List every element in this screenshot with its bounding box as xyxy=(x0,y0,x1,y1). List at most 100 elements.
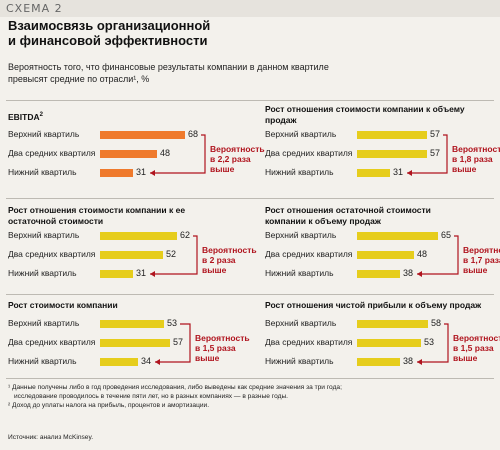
ratio-note-line: выше xyxy=(202,265,227,275)
ratio-connector xyxy=(150,134,206,176)
ratio-note-line: в 2 раза xyxy=(202,255,236,265)
bar xyxy=(357,169,390,177)
ratio-note-line: Вероятность xyxy=(210,144,265,154)
row-label: Два средних квартиля xyxy=(265,249,353,259)
ratio-note-line: в 1,8 раза xyxy=(452,154,493,164)
divider-bottom xyxy=(6,378,494,379)
divider-mid-1 xyxy=(6,198,494,199)
panel-title: Рост стоимости компании xyxy=(8,300,118,310)
row-label: Нижний квартиль xyxy=(8,356,77,366)
bar xyxy=(357,320,428,328)
bar xyxy=(357,150,427,158)
connector-line xyxy=(407,134,448,174)
panel-title: Рост отношения чистой прибыли к объему п… xyxy=(265,300,482,310)
bar-value-label: 53 xyxy=(167,318,178,328)
footnote-1: ¹ Данные получены либо в год проведения … xyxy=(8,384,342,391)
connector-line xyxy=(417,235,459,275)
bar xyxy=(100,169,133,177)
row-label: Два средних квартиля xyxy=(265,148,353,158)
ratio-note-line: Вероятность xyxy=(463,245,500,255)
row-label: Два средних квартиля xyxy=(265,337,353,347)
bar-value-label: 58 xyxy=(431,318,442,328)
ratio-note-line: в 1,5 раза xyxy=(453,343,494,353)
bar-value-label: 68 xyxy=(188,129,199,139)
bar xyxy=(100,131,185,139)
footnote-2: ² Доход до уплаты налога на прибыль, про… xyxy=(8,402,210,409)
bar-value-label: 65 xyxy=(441,230,452,240)
bar xyxy=(100,270,133,278)
row-label: Верхний квартиль xyxy=(8,129,80,139)
ratio-note-line: в 2,2 раза xyxy=(210,154,251,164)
bar xyxy=(357,270,400,278)
panel-title: EBITDA2 xyxy=(8,111,43,122)
ratio-note-line: в 1,7 раза xyxy=(463,255,500,265)
bar xyxy=(100,150,157,158)
row-label: Верхний квартиль xyxy=(265,318,337,328)
ratio-note-line: выше xyxy=(452,164,477,174)
panel-ebitda: EBITDA2 Верхний квартиль 68 Два средних кв… xyxy=(8,110,265,190)
panel-title: Рост отношения остаточной стоимости комп… xyxy=(265,205,431,226)
bar-value-label: 57 xyxy=(173,337,184,347)
row-label: Нижний квартиль xyxy=(8,268,77,278)
row-label: Верхний квартиль xyxy=(265,230,337,240)
footnote-1-cont: исследование проводилось в течение пяти … xyxy=(14,393,289,400)
bar-value-label: 57 xyxy=(430,148,441,158)
connector-line xyxy=(150,235,198,275)
ratio-note-line: в 1,5 раза xyxy=(195,343,236,353)
row-label: Два средних квартиля xyxy=(8,337,96,347)
ratio-note-line: выше xyxy=(210,164,235,174)
bar xyxy=(100,358,138,366)
divider-mid-2 xyxy=(6,294,494,295)
chart-title: Взаимосвязь организационной и финансовой… xyxy=(8,18,308,48)
ratio-note: Вероятность в 2,2 раза выше xyxy=(210,144,270,174)
row-label: Верхний квартиль xyxy=(265,129,337,139)
bar-value-label: 57 xyxy=(430,129,441,139)
panel-title-sup: 2 xyxy=(39,112,43,118)
bar-value-label: 52 xyxy=(166,249,177,259)
ratio-note-line: выше xyxy=(463,265,488,275)
header-strip xyxy=(0,0,500,17)
ratio-note-line: Вероятность xyxy=(453,333,500,343)
bar-value-label: 38 xyxy=(403,268,414,278)
row-label: Нижний квартиль xyxy=(265,268,334,278)
ratio-connector xyxy=(417,235,459,277)
bar xyxy=(357,358,400,366)
chart-subtitle-line-2: превысят средние по отрасли¹, % xyxy=(8,74,150,84)
panel-title: Рост отношения стоимости компании к объе… xyxy=(265,104,465,125)
ratio-note-line: Вероятность xyxy=(202,245,257,255)
divider-top xyxy=(6,100,494,101)
connector-line xyxy=(155,323,191,363)
connector-arrowhead xyxy=(417,359,422,365)
ratio-note-line: выше xyxy=(453,353,478,363)
bar xyxy=(357,232,438,240)
connector-arrowhead xyxy=(407,170,412,176)
bar xyxy=(357,131,427,139)
row-label: Нижний квартиль xyxy=(265,356,334,366)
connector-arrowhead xyxy=(417,271,422,277)
row-label: Два средних квартиля xyxy=(8,148,96,158)
bar-value-label: 62 xyxy=(180,230,191,240)
chart-title-line-1: Взаимосвязь организационной xyxy=(8,18,211,33)
panel-book-to-sales: Рост отношения остаточной стоимости комп… xyxy=(265,205,500,291)
row-label: Нижний квартиль xyxy=(8,167,77,177)
ratio-note-line: Вероятность xyxy=(195,333,250,343)
ratio-connector xyxy=(150,235,198,277)
bar-value-label: 48 xyxy=(160,148,171,158)
bar xyxy=(357,339,421,347)
ratio-connector xyxy=(407,134,448,176)
connector-arrowhead xyxy=(150,271,155,277)
row-label: Верхний квартиль xyxy=(8,318,80,328)
ratio-note-line: выше xyxy=(195,353,220,363)
chart-subtitle-line-1: Вероятность того, что финансовые результ… xyxy=(8,62,329,72)
bar xyxy=(357,251,414,259)
bar-value-label: 31 xyxy=(136,167,147,177)
bar-value-label: 31 xyxy=(393,167,404,177)
bar-value-label: 53 xyxy=(424,337,435,347)
bar xyxy=(100,320,164,328)
bar-value-label: 34 xyxy=(141,356,152,366)
row-label: Верхний квартиль xyxy=(8,230,80,240)
